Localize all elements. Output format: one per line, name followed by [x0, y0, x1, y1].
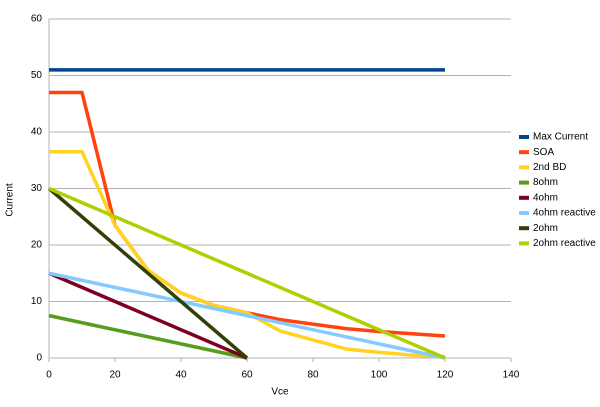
x-tick-label: 20: [109, 370, 121, 381]
y-tick-label: 50: [31, 70, 43, 81]
x-tick-label: 120: [437, 370, 454, 381]
y-axis-label: Current: [5, 183, 16, 217]
series-line: [48, 313, 248, 360]
x-tick-label: 80: [307, 370, 319, 381]
legend-label: SOA: [533, 147, 554, 158]
x-tick-label: 0: [46, 370, 52, 381]
legend-label: Max Current: [533, 132, 588, 143]
y-tick-label: 40: [31, 127, 43, 138]
y-tick-label: 30: [31, 183, 43, 194]
x-tick-label: 140: [503, 370, 520, 381]
y-tick-label: 60: [31, 14, 43, 25]
series-line: [48, 186, 446, 360]
y-tick-label: 20: [31, 240, 43, 251]
y-tick-label: 10: [31, 296, 43, 307]
x-tick-label: 100: [371, 370, 388, 381]
series-line: [47, 187, 249, 360]
legend-label: 2nd BD: [533, 162, 566, 173]
legend-label: 8ohm: [533, 177, 558, 188]
legend-label: 2ohm: [533, 223, 558, 234]
series-line: [48, 271, 248, 360]
series-line: [49, 150, 446, 359]
y-tick-label: 0: [36, 353, 42, 364]
series-line: [48, 271, 446, 360]
x-axis-label: Vce: [271, 387, 289, 398]
legend-label: 4ohm reactive: [533, 208, 596, 219]
x-tick-label: 60: [241, 370, 253, 381]
x-tick-label: 40: [175, 370, 187, 381]
legend-label: 2ohm reactive: [533, 238, 596, 249]
legend-label: 4ohm: [533, 192, 558, 203]
